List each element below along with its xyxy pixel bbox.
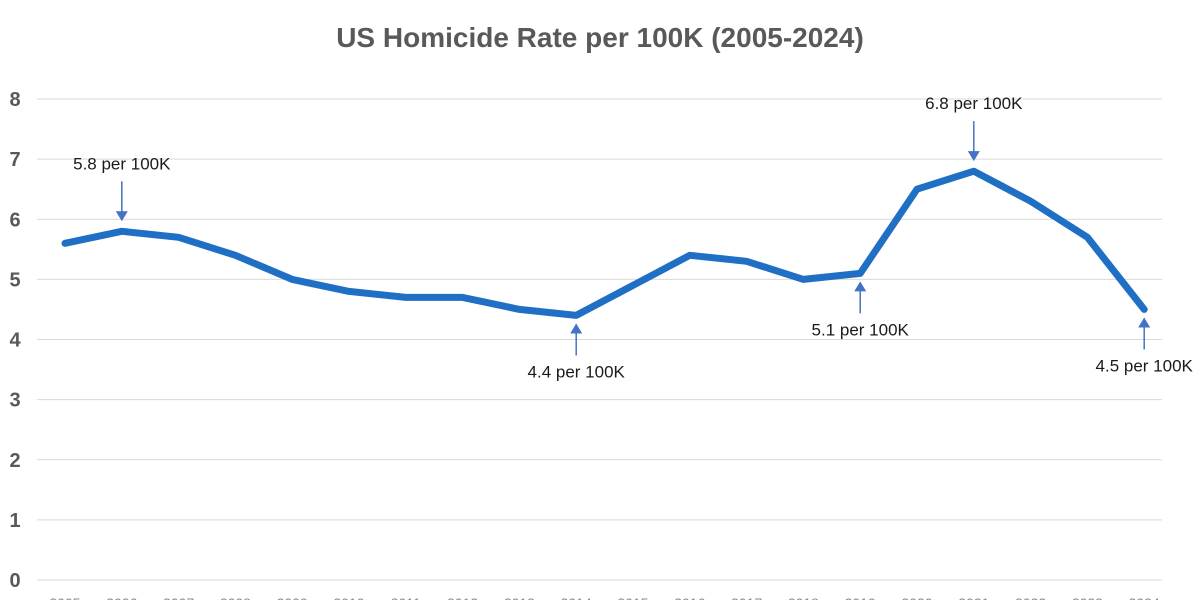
y-tick-label: 7	[9, 149, 20, 171]
x-tick-label: 2021	[958, 595, 989, 600]
x-tick-label: 2017	[731, 595, 762, 600]
annotation-label: 6.8 per 100K	[925, 94, 1023, 113]
x-tick-label: 2006	[106, 595, 137, 600]
y-tick-label: 3	[9, 390, 20, 412]
annotation-arrowhead	[570, 323, 583, 334]
y-tick-label: 4	[9, 330, 21, 352]
x-tick-label: 2015	[617, 595, 648, 600]
annotation-label: 5.8 per 100K	[73, 154, 171, 173]
y-tick-label: 1	[9, 510, 20, 532]
x-tick-label: 2008	[220, 595, 251, 600]
y-tick-label: 0	[9, 570, 20, 592]
annotation-label: 5.1 per 100K	[812, 320, 910, 339]
x-tick-label: 2024	[1129, 595, 1160, 600]
annotation-label: 4.4 per 100K	[528, 362, 626, 381]
y-tick-label: 6	[9, 209, 20, 231]
gridlines	[37, 98, 1162, 581]
x-tick-label: 2011	[391, 595, 421, 600]
annotation-arrowhead	[115, 211, 128, 222]
x-tick-label: 2016	[674, 595, 705, 600]
x-tick-label: 2022	[1015, 595, 1046, 600]
annotation-arrowhead	[1138, 317, 1151, 328]
series-line	[61, 167, 1148, 319]
y-tick-label: 5	[9, 269, 20, 291]
x-tick-label: 2020	[901, 595, 932, 600]
x-tick-label: 2007	[163, 595, 194, 600]
y-axis-ticks: 0 1 2 3 4 5 6 7 8	[9, 89, 21, 592]
x-tick-label: 2013	[504, 595, 535, 600]
chart-title: US Homicide Rate per 100K (2005-2024)	[336, 22, 864, 53]
series-lines	[61, 167, 1148, 319]
y-tick-label: 2	[9, 450, 20, 472]
x-tick-label: 2014	[561, 595, 592, 600]
x-tick-label: 2018	[788, 595, 819, 600]
annotation-label: 4.5 per 100K	[1096, 356, 1194, 375]
x-tick-label: 2023	[1072, 595, 1103, 600]
annotations: 5.8 per 100K 4.4 per 100K 5.1 per 100K 6.8 …	[73, 94, 1193, 381]
x-tick-label: 2019	[845, 595, 876, 600]
annotation-arrowhead	[967, 151, 980, 162]
annotation-arrowhead	[854, 281, 867, 292]
x-tick-label: 2009	[277, 595, 308, 600]
x-tick-label: 2005	[49, 595, 80, 600]
y-tick-label: 8	[9, 89, 20, 111]
x-axis-ticks: 2005 2006 2007 2008 2009 2010 2011 2012 2013 2014…	[49, 595, 1160, 600]
x-tick-label: 2012	[447, 595, 478, 600]
x-tick-label: 2010	[333, 595, 364, 600]
